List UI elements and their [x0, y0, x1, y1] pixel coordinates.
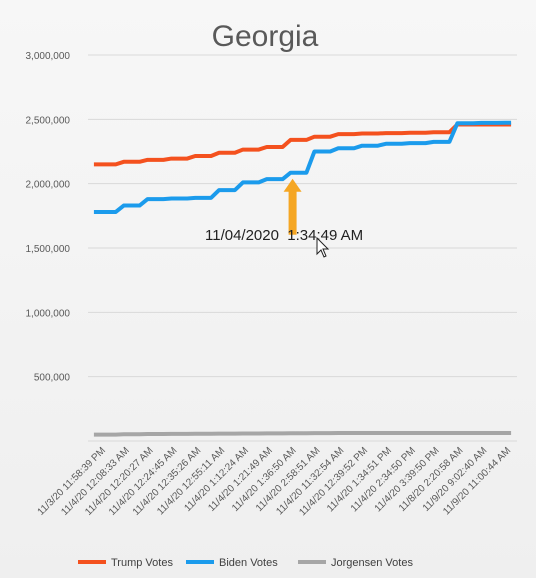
y-tick-label: 3,000,000: [26, 51, 71, 62]
mouse-cursor-icon: [316, 236, 330, 258]
series-line-jorgensen-votes: [93, 431, 512, 437]
y-axis-ticks: 500,000 1,000,000 1,500,000 2,000,000 2,500,…: [26, 51, 71, 384]
series-line-trump-votes: [93, 122, 512, 167]
gridlines: [88, 54, 517, 442]
y-tick-label: 1,000,000: [26, 308, 71, 319]
annotation-text: 11/04/2020 1:34:49 AM: [205, 227, 363, 244]
annotation: 11/04/2020 1:34:49 AM: [205, 178, 363, 244]
series-line-biden-votes: [93, 120, 512, 214]
y-tick-label: 2,000,000: [26, 180, 71, 191]
annotation-arrow-head: [283, 178, 302, 192]
y-tick-label: 500,000: [34, 373, 71, 384]
y-tick-label: 2,500,000: [26, 115, 71, 126]
legend-label: Biden Votes: [219, 557, 278, 569]
series-lines: [93, 120, 512, 437]
y-tick-label: 1,500,000: [26, 244, 71, 255]
annotation-arrow-shaft: [288, 190, 297, 235]
legend: Trump Votes Biden Votes Jorgensen Votes: [78, 557, 413, 569]
chart-title: Georgia: [212, 20, 319, 53]
legend-label: Jorgensen Votes: [331, 557, 413, 569]
legend-label: Trump Votes: [111, 557, 173, 569]
